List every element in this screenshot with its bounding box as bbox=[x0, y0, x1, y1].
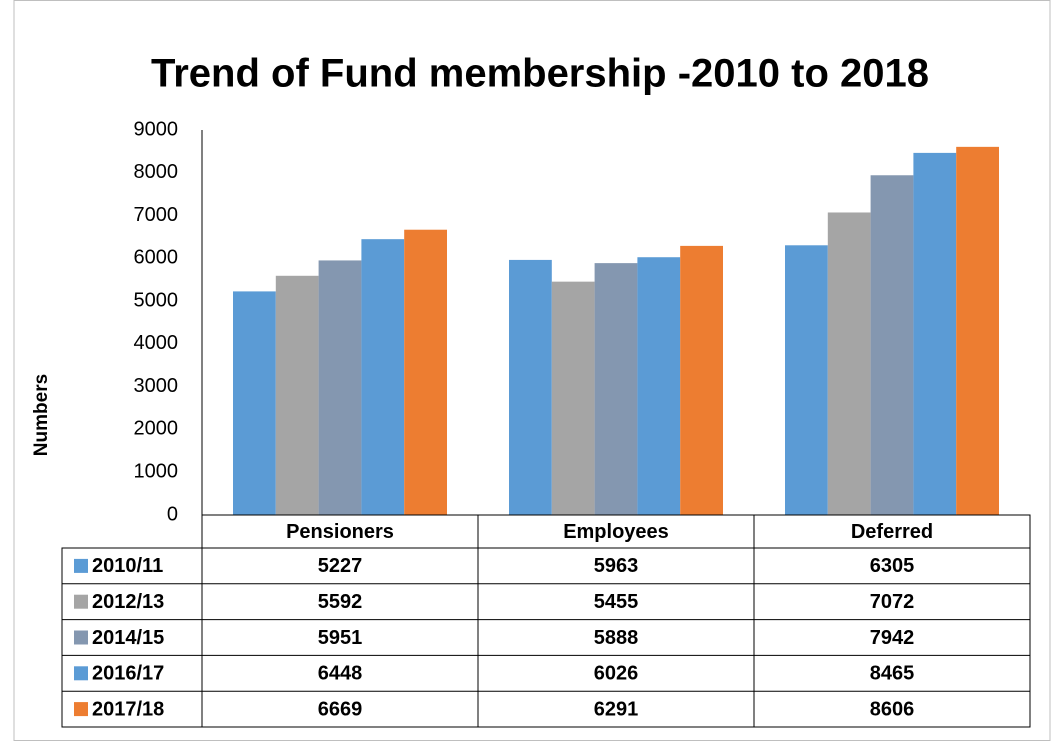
data-label: 5888 bbox=[594, 627, 639, 649]
legend-key bbox=[74, 666, 88, 681]
bar bbox=[637, 257, 681, 515]
legend-label: 2014/15 bbox=[92, 627, 164, 649]
data-label: 6448 bbox=[318, 663, 363, 685]
y-tick-label: 2000 bbox=[134, 418, 179, 440]
y-tick-label: 9000 bbox=[134, 118, 179, 140]
data-label: 5455 bbox=[594, 591, 639, 613]
y-tick-label: 0 bbox=[167, 503, 178, 525]
bar bbox=[275, 275, 319, 515]
chart-border bbox=[13, 0, 1051, 741]
y-tick-label: 3000 bbox=[134, 375, 179, 397]
data-label: 8606 bbox=[870, 698, 915, 720]
y-tick-label: 6000 bbox=[134, 247, 179, 269]
legend-label: 2010/11 bbox=[92, 555, 163, 577]
data-label: 8465 bbox=[870, 663, 915, 685]
bar bbox=[404, 229, 447, 515]
bar bbox=[870, 175, 914, 515]
legend-label: 2016/17 bbox=[92, 663, 164, 685]
bar bbox=[785, 245, 828, 515]
data-label: 5951 bbox=[318, 627, 363, 649]
legend-key bbox=[74, 594, 88, 609]
data-label: 6026 bbox=[594, 663, 639, 685]
y-tick-label: 1000 bbox=[134, 461, 179, 483]
data-label: 7072 bbox=[870, 591, 915, 613]
x-tick-label: Pensioners bbox=[286, 521, 394, 543]
data-label: 5963 bbox=[594, 555, 639, 577]
bar bbox=[361, 239, 405, 515]
y-tick-label: 4000 bbox=[134, 332, 179, 354]
bar bbox=[509, 259, 552, 515]
bar bbox=[233, 291, 276, 515]
bar bbox=[827, 212, 871, 515]
x-tick-label: Employees bbox=[563, 521, 669, 543]
y-tick-label: 7000 bbox=[134, 204, 179, 226]
data-label: 6291 bbox=[594, 698, 639, 720]
legend-key bbox=[74, 702, 88, 717]
bar bbox=[318, 260, 362, 515]
data-label: 7942 bbox=[870, 627, 915, 649]
bar bbox=[680, 245, 723, 515]
legend-key bbox=[74, 630, 88, 645]
data-label: 5227 bbox=[318, 555, 363, 577]
chart-title: Trend of Fund membership -2010 to 2018 bbox=[151, 52, 929, 96]
bar bbox=[913, 152, 957, 515]
data-label: 6305 bbox=[870, 555, 915, 577]
y-tick-label: 8000 bbox=[134, 161, 179, 183]
data-label: 6669 bbox=[318, 698, 363, 720]
bar bbox=[551, 281, 595, 515]
y-tick-label: 5000 bbox=[134, 289, 179, 311]
bar bbox=[594, 263, 638, 515]
legend-label: 2012/13 bbox=[92, 591, 164, 613]
x-tick-label: Deferred bbox=[851, 521, 933, 543]
y-axis-label: Numbers bbox=[31, 374, 52, 456]
legend-label: 2017/18 bbox=[92, 698, 164, 720]
data-label: 5592 bbox=[318, 591, 363, 613]
bar bbox=[956, 146, 999, 516]
legend-key bbox=[74, 558, 88, 573]
